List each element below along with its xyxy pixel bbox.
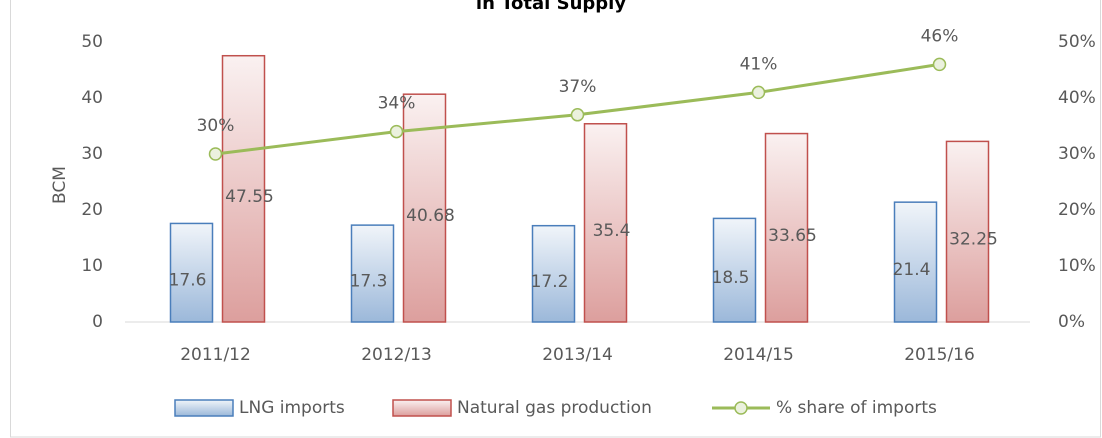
legend-swatch	[174, 399, 234, 417]
bar	[712, 217, 757, 323]
y2-tick-label: 20%	[1058, 200, 1096, 220]
data-label: 41%	[740, 54, 778, 74]
x-tick-label: 2011/12	[180, 345, 251, 365]
bar	[531, 224, 576, 323]
data-label: 17.6	[169, 271, 207, 291]
bar	[764, 132, 809, 323]
chart-frame	[10, 0, 1101, 438]
data-label: 35.4	[593, 221, 631, 241]
legend-label: Natural gas production	[457, 398, 652, 418]
data-label: 34%	[378, 94, 416, 114]
data-label: 47.55	[225, 187, 274, 207]
y2-tick-label: 40%	[1058, 88, 1096, 108]
y-tick-label: 0	[92, 312, 103, 332]
x-tick-label: 2013/14	[542, 345, 613, 365]
y-tick-label: 20	[81, 200, 103, 220]
bar	[893, 201, 938, 323]
bar	[945, 140, 990, 323]
line-marker	[570, 108, 585, 122]
bar	[221, 54, 266, 323]
data-label: 33.65	[768, 226, 817, 246]
line-marker	[389, 124, 404, 139]
y2-tick-label: 10%	[1058, 256, 1096, 276]
data-label: 32.25	[949, 230, 998, 250]
y-tick-label: 10	[81, 256, 103, 276]
y-tick-label: 50	[81, 32, 103, 52]
y-tick-label: 40	[81, 88, 103, 108]
data-label: 18.5	[712, 268, 750, 288]
data-label: 21.4	[893, 260, 931, 280]
line-marker	[208, 147, 223, 161]
data-label: 37%	[559, 77, 597, 97]
data-label: 46%	[921, 26, 959, 46]
legend-label: % share of imports	[776, 398, 937, 418]
bar	[583, 123, 628, 323]
line-marker	[751, 85, 766, 100]
chart-title: in Total Supply	[476, 0, 626, 14]
y2-tick-label: 30%	[1058, 144, 1096, 164]
y2-tick-label: 0%	[1058, 312, 1085, 332]
y-tick-label: 30	[81, 144, 103, 164]
y-axis-label: BCM	[50, 166, 70, 204]
y2-tick-label: 50%	[1058, 32, 1096, 52]
x-tick-label: 2014/15	[723, 345, 794, 365]
x-tick-label: 2012/13	[361, 345, 432, 365]
data-label: 17.3	[350, 272, 388, 292]
data-label: 40.68	[406, 206, 455, 226]
data-label: 17.2	[531, 272, 569, 292]
legend-label: LNG imports	[239, 398, 345, 418]
line-marker	[932, 57, 947, 72]
bar	[402, 93, 447, 323]
bar	[350, 224, 395, 323]
data-label: 30%	[197, 116, 235, 136]
bar	[169, 222, 214, 323]
legend-swatch	[392, 399, 452, 417]
x-tick-label: 2015/16	[904, 345, 975, 365]
legend-marker	[734, 401, 748, 415]
